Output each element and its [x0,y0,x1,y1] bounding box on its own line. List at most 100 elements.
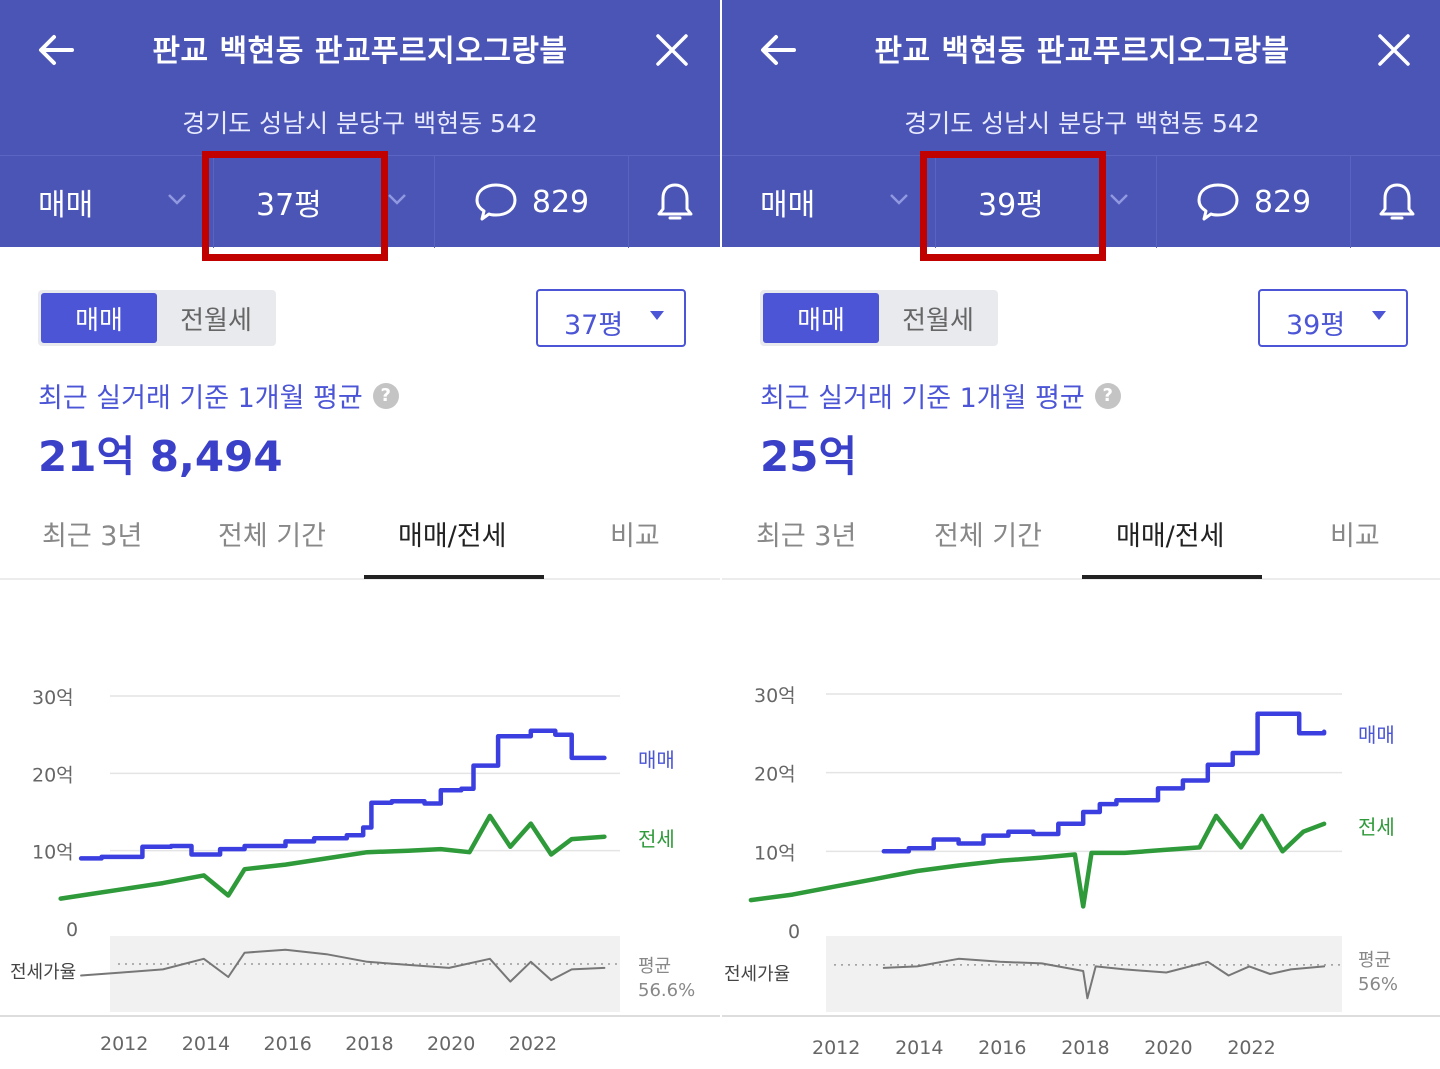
size-select[interactable]: 37평 [536,289,686,347]
ratio-label: 전세가율 [10,962,76,983]
close-icon[interactable] [1372,28,1416,72]
average-price: 25억 [760,432,858,481]
y-tick-label: 0 [788,921,800,943]
tab-recent-3y[interactable]: 최근 3년 [756,521,857,552]
toggle-rent[interactable]: 전월세 [902,305,974,336]
x-tick-label: 2018 [1061,1037,1109,1059]
active-tab-indicator [1082,575,1262,579]
average-label: 최근 실거래 기준 1개월 평균 ? [38,376,399,415]
chart-tabs: 최근 3년 전체 기간 매매/전세 비교 [0,500,720,580]
toggle-rent[interactable]: 전월세 [180,305,252,336]
y-tick-label: 20억 [754,764,796,786]
x-tick-label: 2022 [509,1033,557,1055]
active-tab-indicator [364,575,544,579]
x-tick-label: 2014 [182,1033,230,1055]
back-arrow-icon[interactable] [756,28,800,72]
x-tick-label: 2016 [264,1033,312,1055]
comments-button[interactable]: 829 [434,156,628,248]
x-tick-label: 2016 [978,1037,1026,1059]
tab-recent-3y[interactable]: 최근 3년 [42,521,143,552]
y-tick-label: 30억 [32,687,74,709]
size-dropdown[interactable]: 39평 [935,156,1155,248]
header: 판교 백현동 판교푸르지오그랑블 경기도 성남시 분당구 백현동 542 [0,0,720,155]
y-tick-label: 30억 [754,685,796,707]
bell-icon [1379,183,1414,220]
chart-tabs: 최근 3년 전체 기간 매매/전세 비교 [722,500,1440,580]
close-icon[interactable] [650,28,694,72]
address: 경기도 성남시 분당구 백현동 542 [904,109,1260,138]
price-chart: 30억 20억 10억 0 2012 2014 2016 2018 2020 2022 매매 전세… [0,687,720,1055]
sale-price-line [78,728,607,861]
tab-compare[interactable]: 비교 [610,521,660,552]
page-title: 판교 백현동 판교푸르지오그랑블 [152,34,568,69]
chart-axes: 30억 20억 10억 0 2012 2014 2016 2018 2020 2022 [0,687,720,1055]
chart-marks [748,711,1327,1000]
notification-button[interactable] [628,156,720,248]
trade-toggle: 매매 전월세 [760,290,998,346]
tab-all-period[interactable]: 전체 기간 [934,521,1042,552]
x-tick-label: 2020 [1144,1037,1192,1059]
help-icon[interactable]: ? [1094,382,1121,409]
ratio-band [110,936,620,1012]
caret-down-icon [1372,311,1386,320]
legend-jeonse: 전세 [638,827,675,851]
tab-sale-jeonse[interactable]: 매매/전세 [1116,521,1225,552]
speech-bubble-icon [1197,183,1239,221]
price-chart: 30억 20억 10억 0 2012 2014 2016 2018 2020 2022 매매 전세… [722,685,1440,1059]
panel-left: 판교 백현동 판교푸르지오그랑블 경기도 성남시 분당구 백현동 542 매매 … [0,0,720,1055]
x-tick-label: 2012 [812,1037,860,1059]
ratio-avg-label: 평균 [638,956,671,977]
filter-bar: 매매 37평 829 [0,155,720,248]
toggle-sale[interactable]: 매매 [763,293,879,343]
x-tick-label: 2012 [100,1033,148,1055]
average-label-text: 최근 실거래 기준 1개월 평균 [38,383,363,414]
size-select-label: 39평 [1286,310,1346,341]
chevron-down-icon [890,194,908,205]
legend-sale: 매매 [638,748,675,772]
y-tick-label: 0 [66,919,78,941]
x-tick-label: 2020 [427,1033,475,1055]
jeonse-ratio-line [882,957,1326,1000]
chevron-down-icon [1110,194,1128,205]
notification-button[interactable] [1350,156,1440,248]
ratio-avg-value: 56.6% [638,980,695,1001]
size-select-label: 37평 [564,310,624,341]
toggle-sale[interactable]: 매매 [41,293,157,343]
x-tick-label: 2014 [895,1037,943,1059]
deal-type-label: 매매 [38,188,94,223]
y-tick-label: 10억 [754,842,796,864]
header: 판교 백현동 판교푸르지오그랑블 경기도 성남시 분당구 백현동 542 [722,0,1440,155]
back-arrow-icon[interactable] [34,28,78,72]
ratio-avg-label: 평균 [1358,950,1391,971]
size-label: 39평 [978,188,1044,223]
help-icon[interactable]: ? [372,382,399,409]
y-tick-label: 20억 [32,764,74,786]
size-label: 37평 [256,188,322,223]
tab-sale-jeonse[interactable]: 매매/전세 [398,521,507,552]
x-tick-label: 2018 [345,1033,393,1055]
ratio-avg-value: 56% [1358,974,1398,995]
size-dropdown[interactable]: 37평 [213,156,433,248]
chevron-down-icon [388,194,406,205]
address: 경기도 성남시 분당구 백현동 542 [182,109,538,138]
deal-type-dropdown[interactable]: 매매 [38,156,198,248]
panel-right: 판교 백현동 판교푸르지오그랑블 경기도 성남시 분당구 백현동 542 매매 … [722,0,1440,1069]
jeonse-price-line [58,813,607,901]
jeonse-ratio-line [80,948,606,983]
comments-button[interactable]: 829 [1156,156,1350,248]
chevron-down-icon [168,194,186,205]
chart-axes: 30억 20억 10억 0 2012 2014 2016 2018 2020 2022 [722,685,1440,1059]
caret-down-icon [650,311,664,320]
average-price: 21억 8,494 [38,432,283,481]
trade-toggle: 매매 전월세 [38,290,276,346]
legend-jeonse: 전세 [1358,815,1395,839]
jeonse-price-line [748,813,1327,909]
tab-all-period[interactable]: 전체 기간 [218,521,326,552]
chart-marks [58,728,607,983]
size-select[interactable]: 39평 [1258,289,1408,347]
tab-compare[interactable]: 비교 [1330,521,1380,552]
comment-count: 829 [531,184,590,220]
filter-bar: 매매 39평 829 [722,155,1440,248]
sale-price-line [881,711,1327,854]
deal-type-dropdown[interactable]: 매매 [760,156,920,248]
